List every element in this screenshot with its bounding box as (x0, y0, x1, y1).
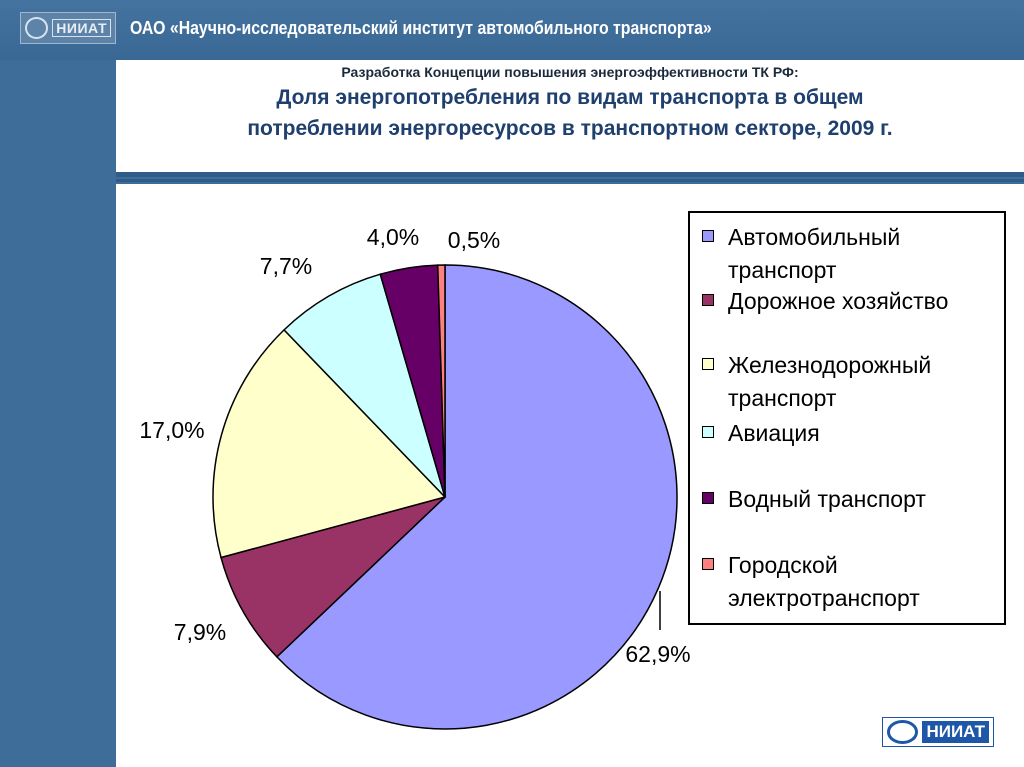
logo-text: НИИАТ (922, 721, 989, 743)
niiat-logo-bottom: НИИАТ (882, 717, 994, 747)
legend-item-rail: Железнодорожный транспорт (702, 349, 998, 415)
legend-item-auto: Автомобильный транспорт (702, 221, 998, 287)
chart-legend: Автомобильный транспорт Дорожное хозяйст… (688, 211, 1006, 625)
data-label: 7,9% (174, 619, 226, 645)
legend-label: Автомобильный (728, 224, 901, 250)
pie-slices (212, 264, 678, 730)
legend-label-line-2: электротранспорт (728, 585, 920, 611)
legend-swatch (702, 426, 714, 438)
pie-slice (220, 496, 446, 658)
data-label: 62,9% (625, 641, 690, 667)
data-label: 4,0% (367, 224, 419, 250)
pie-slice (283, 273, 446, 498)
pie-slice (212, 328, 447, 559)
legend-swatch (702, 358, 714, 370)
top-bar: НИИАТ ОАО «Научно-исследовательский инст… (0, 0, 1024, 60)
legend-label: Авиация (728, 420, 820, 446)
legend-label: Дорожное хозяйство (728, 288, 949, 314)
legend-swatch (702, 558, 714, 570)
slide-subtitle: Разработка Концепции повышения энергоэфф… (341, 64, 799, 80)
data-label: 0,5% (448, 227, 500, 253)
pie-slice (275, 264, 678, 730)
slide-title-line-2: потреблении энергоресурсов в транспортно… (247, 117, 893, 140)
header-divider-thin (116, 179, 1024, 182)
legend-item-road: Дорожное хозяйство (702, 285, 998, 318)
legend-item-aviation: Авиация (702, 417, 998, 450)
legend-label: Железнодорожный (728, 352, 932, 378)
legend-swatch (702, 294, 714, 306)
legend-item-urban-electric: Городской электротранспорт (702, 549, 998, 615)
legend-item-water: Водный транспорт (702, 483, 998, 516)
legend-label: Городской (728, 552, 838, 578)
legend-swatch (702, 230, 714, 242)
car-emblem-icon (25, 17, 49, 39)
slide-title-line-1: Доля энергопотребления по видам транспор… (276, 86, 864, 109)
header-divider (116, 172, 1024, 177)
legend-label: Водный транспорт (728, 486, 926, 512)
pie-slice (436, 264, 446, 498)
legend-swatch (702, 492, 714, 504)
niiat-logo-top: НИИАТ (20, 12, 116, 44)
data-labels: 62,9% 7,9% 17,0% 7,7% 4,0% 0,5% (139, 224, 690, 667)
slide-title: Доля энергопотребления по видам транспор… (116, 82, 1024, 144)
slide-header: Разработка Концепции повышения энергоэфф… (116, 60, 1024, 172)
car-emblem-icon (887, 720, 919, 744)
logo-text: НИИАТ (52, 19, 111, 37)
data-label: 17,0% (139, 417, 204, 443)
legend-label-line-2: транспорт (728, 385, 837, 411)
legend-label-line-2: транспорт (728, 257, 837, 283)
organization-title: ОАО «Научно-исследовательский институт а… (130, 18, 712, 38)
data-label: 7,7% (260, 253, 312, 279)
